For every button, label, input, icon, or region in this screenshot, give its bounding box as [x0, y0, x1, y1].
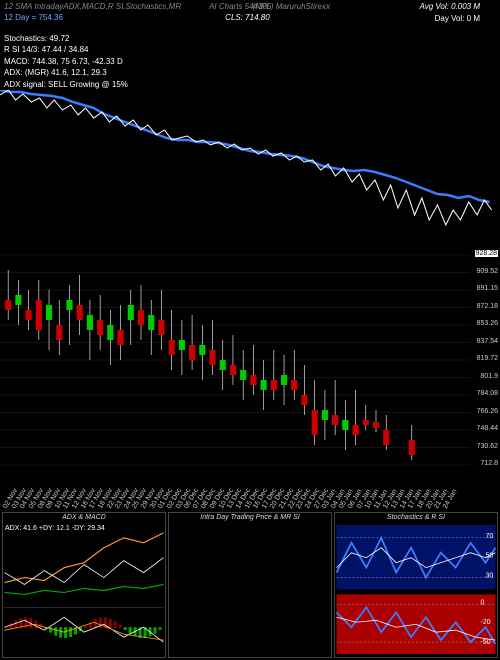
npl: (NPL) MaruruhStirexx	[253, 2, 330, 11]
date-axis: 02 Nov03 Nov04 Nov05 Nov08 Nov09 Nov10 N…	[0, 470, 470, 510]
macd-ind: MACD: 744.38, 75 6.73, -42.33 D	[4, 57, 496, 67]
title-row: 12 Day = 754.36 CLS: 714.80 Day Vol: 0 M	[4, 13, 496, 22]
day-vol: Day Vol: 0 M	[435, 14, 480, 23]
cls: CLS: 714.80	[225, 13, 269, 22]
indicator-panels: ADX & MACD ADX: 41.6 +DY: 12.1 -DY: 29.3…	[2, 512, 498, 658]
tags: 12 SMA IntradayADX,MACD,R SI,Stochastics…	[4, 2, 181, 11]
svg-text:30: 30	[486, 573, 494, 580]
stochastics-ind: Stochastics: 49.72	[4, 34, 496, 44]
avg-vol: Avg Vol: 0.003 M	[420, 2, 480, 11]
adx-macd-panel: ADX & MACD ADX: 41.6 +DY: 12.1 -DY: 29.3…	[2, 512, 166, 658]
tag-row: 12 SMA IntradayADX,MACD,R SI,Stochastics…	[4, 2, 496, 11]
stoch-plot: 70 50 30 0 -20 -50	[335, 513, 497, 657]
svg-text:70: 70	[486, 533, 494, 540]
intraday-panel: Intra Day Trading Price & MR SI	[168, 512, 332, 658]
header: 12 SMA IntradayADX,MACD,R SI,Stochastics…	[0, 0, 500, 93]
svg-text:-20: -20	[481, 619, 491, 626]
indicator-block: Stochastics: 49.72 R SI 14/3: 47.44 / 34…	[4, 34, 496, 90]
price-axis: 928.28909.52891.15872.18853.26837.54819.…	[470, 250, 500, 470]
svg-text:50: 50	[486, 553, 494, 560]
svg-text:0: 0	[481, 599, 485, 606]
candlestick-chart	[0, 250, 470, 470]
adx-ind: ADX: (MGR) 41.6, 12.1, 29.3	[4, 68, 496, 78]
sma12: 12 Day = 754.36	[4, 13, 63, 22]
adx-plot	[3, 513, 165, 657]
upper-line-chart	[0, 90, 500, 240]
svg-text:-50: -50	[481, 639, 491, 646]
rsi-ind: R SI 14/3: 47.44 / 34.84	[4, 45, 496, 55]
adx-signal: ADX signal: SELL Growing @ 15%	[4, 80, 496, 90]
stoch-rsi-panel: Stochastics & R SI 7050300-20-50	[334, 512, 498, 658]
